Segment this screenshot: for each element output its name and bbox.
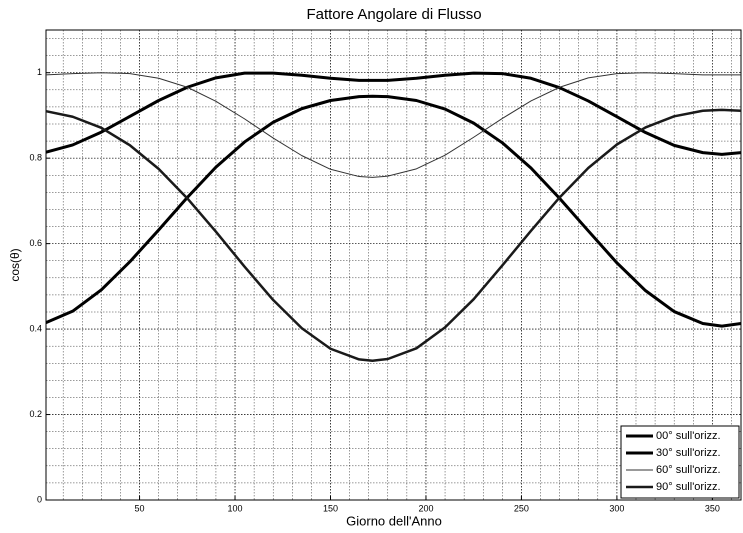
- legend-label: 30° sull'orizz.: [656, 447, 721, 459]
- legend: 00° sull'orizz. 30° sull'orizz. 60° sull'o…: [620, 425, 740, 499]
- chart-title: Fattore Angolare di Flusso: [306, 6, 481, 23]
- x-tick-label: 300: [609, 503, 624, 513]
- y-tick-label: 0.4: [29, 323, 42, 333]
- x-tick-label: 350: [705, 503, 720, 513]
- y-tick-label: 0.2: [29, 409, 42, 419]
- legend-label: 00° sull'orizz.: [656, 430, 721, 442]
- x-tick-label: 200: [418, 503, 433, 513]
- series-line: [45, 71, 742, 156]
- series-line: [45, 94, 742, 328]
- y-tick-label: 0: [37, 494, 42, 504]
- y-tick-label: 0.6: [29, 238, 42, 248]
- series-line: [45, 72, 741, 178]
- x-axis-label: Giorno dell'Anno: [346, 513, 442, 528]
- legend-label: 60° sull'orizz.: [656, 464, 721, 476]
- plot-area: [46, 30, 741, 500]
- x-tick-label: 50: [135, 503, 145, 513]
- x-tick-label: 250: [514, 503, 529, 513]
- legend-label: 90° sull'orizz.: [656, 481, 721, 493]
- y-tick-label: 1: [37, 67, 42, 77]
- y-tick-label: 0.8: [29, 153, 42, 163]
- plot-frame: [45, 29, 742, 501]
- x-tick-label: 100: [228, 503, 243, 513]
- series-line: [45, 108, 742, 362]
- y-axis-label: cos(θ): [8, 248, 22, 281]
- x-tick-label: 150: [323, 503, 338, 513]
